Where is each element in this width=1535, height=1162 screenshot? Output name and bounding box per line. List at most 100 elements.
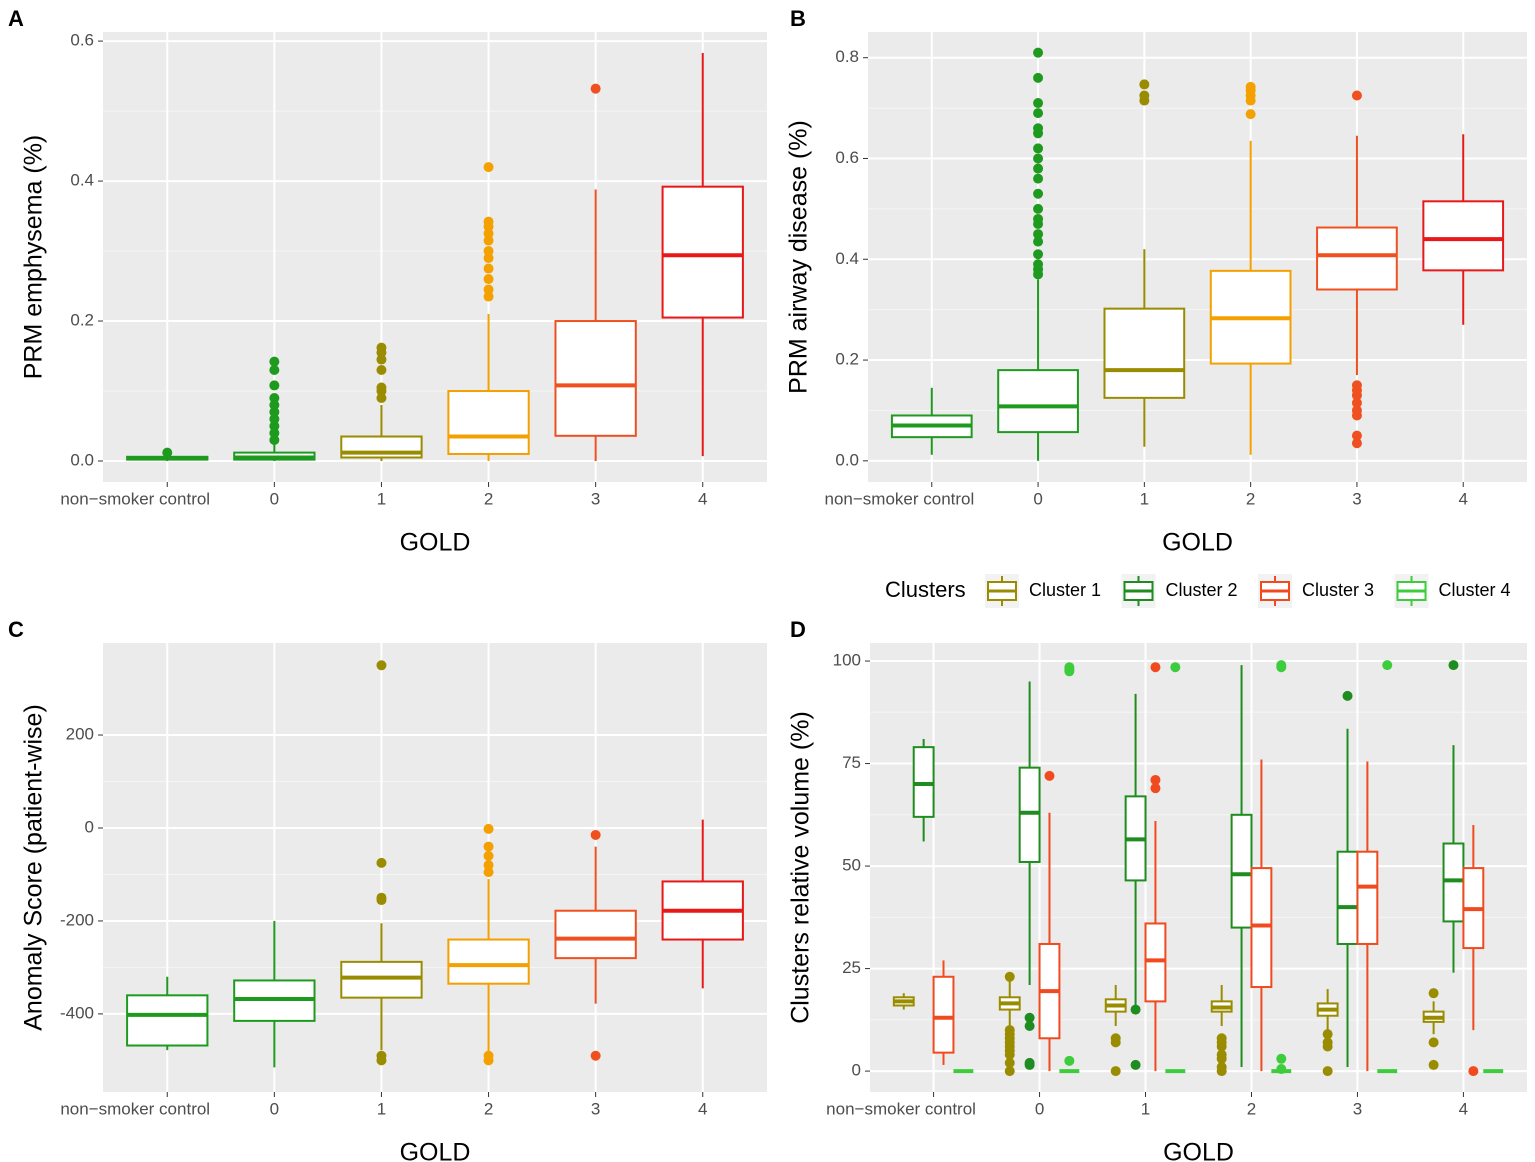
legend-label: Cluster 1 — [1029, 580, 1101, 600]
outlier — [1382, 660, 1393, 671]
outlier — [1110, 1033, 1121, 1044]
outlier — [1245, 81, 1256, 92]
outlier — [1033, 72, 1044, 83]
x-tick-label: 2 — [1246, 489, 1255, 508]
outlier — [483, 291, 494, 302]
x-tick-label: non−smoker control — [60, 1099, 210, 1118]
y-tick-label: 0.0 — [70, 450, 94, 469]
box — [1422, 200, 1505, 272]
panel-label: D — [790, 617, 806, 642]
y-axis-title: PRM airway disease (%) — [785, 120, 813, 394]
panel-background — [870, 643, 1527, 1092]
outlier — [376, 354, 387, 365]
outlier — [483, 867, 494, 878]
outlier — [590, 83, 601, 94]
outlier — [376, 365, 387, 376]
x-tick-label: 1 — [1141, 1099, 1150, 1118]
y-tick-label: 200 — [66, 725, 94, 744]
x-tick-label: 3 — [591, 489, 600, 508]
outlier — [1351, 90, 1362, 101]
outlier — [1004, 1057, 1015, 1068]
outlier — [269, 365, 280, 376]
y-tick-label: 0.4 — [70, 171, 94, 190]
outlier — [1033, 259, 1044, 270]
y-tick-label: -400 — [60, 1003, 94, 1022]
outlier — [1033, 153, 1044, 164]
legend-label: Cluster 2 — [1166, 580, 1238, 600]
outlier — [1033, 173, 1044, 184]
outlier — [269, 435, 280, 446]
box — [447, 390, 530, 456]
outlier — [1033, 108, 1044, 119]
panel-background — [103, 643, 767, 1092]
legend-label: Cluster 4 — [1439, 580, 1511, 600]
y-axis-title: Anomaly Score (patient-wise) — [20, 704, 48, 1031]
outlier — [1130, 1059, 1141, 1070]
outlier — [1351, 430, 1362, 441]
panel-label: A — [8, 6, 24, 31]
outlier — [1170, 662, 1181, 673]
y-tick-label: 0 — [85, 817, 94, 836]
outlier — [376, 857, 387, 868]
box — [1230, 813, 1253, 929]
y-tick-label: -200 — [60, 910, 94, 929]
y-tick-label: 0.4 — [835, 249, 859, 268]
outlier — [269, 356, 280, 367]
outlier — [1276, 1064, 1287, 1075]
panel-background — [103, 32, 767, 482]
y-tick-label: 0 — [852, 1061, 861, 1080]
x-axis-title: GOLD — [1163, 1139, 1234, 1162]
outlier — [483, 284, 494, 295]
outlier — [269, 421, 280, 432]
outlier — [1150, 774, 1161, 785]
x-tick-label: 3 — [1352, 489, 1361, 508]
x-tick-label: non−smoker control — [825, 489, 975, 508]
x-tick-label: 4 — [698, 489, 707, 508]
box — [932, 975, 955, 1054]
outlier — [1351, 405, 1362, 416]
x-tick-label: 1 — [377, 489, 386, 508]
outlier — [1139, 90, 1150, 101]
outlier — [1033, 47, 1044, 58]
x-axis-title: GOLD — [400, 1139, 471, 1162]
outlier — [483, 1050, 494, 1061]
x-tick-label: 0 — [1035, 1099, 1044, 1118]
x-tick-label: 1 — [1140, 489, 1149, 508]
outlier — [1033, 143, 1044, 154]
outlier — [1351, 397, 1362, 408]
outlier — [1428, 1037, 1439, 1048]
box — [1336, 850, 1359, 945]
box — [1103, 307, 1186, 399]
y-tick-label: 100 — [833, 651, 861, 670]
outlier — [1033, 213, 1044, 224]
y-axis-title: Clusters relative volume (%) — [787, 711, 815, 1024]
outlier — [1033, 229, 1044, 240]
outlier — [1024, 1020, 1035, 1031]
box — [126, 994, 209, 1047]
outlier — [269, 428, 280, 439]
x-tick-label: 0 — [270, 489, 279, 508]
outlier — [1351, 380, 1362, 391]
outlier — [483, 235, 494, 246]
box — [912, 746, 935, 818]
outlier — [483, 860, 494, 871]
outlier — [1064, 1055, 1075, 1066]
outlier — [1024, 1057, 1035, 1068]
panel-background — [868, 32, 1527, 482]
box — [1442, 842, 1465, 923]
outlier — [1216, 1061, 1227, 1072]
outlier — [1322, 1029, 1333, 1040]
outlier — [1033, 188, 1044, 199]
outlier — [1110, 1066, 1121, 1077]
outlier — [376, 892, 387, 903]
x-tick-label: non−smoker control — [60, 489, 210, 508]
x-tick-label: non−smoker control — [826, 1099, 976, 1118]
box — [1316, 226, 1398, 291]
outlier — [1428, 1059, 1439, 1070]
outlier — [376, 660, 387, 671]
outlier — [269, 407, 280, 418]
y-tick-label: 0.2 — [835, 350, 859, 369]
box — [661, 185, 744, 319]
outlier — [483, 841, 494, 852]
outlier — [376, 1050, 387, 1061]
